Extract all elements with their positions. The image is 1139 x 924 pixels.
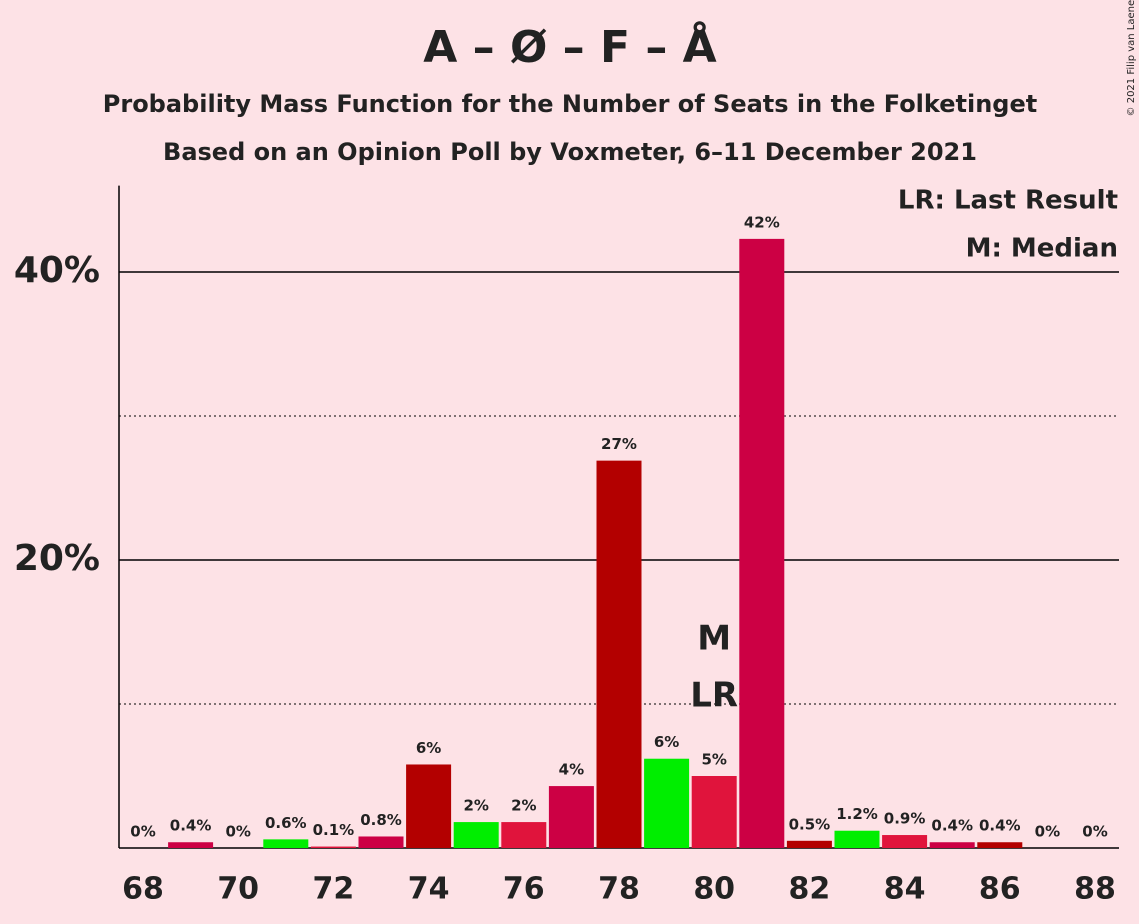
x-tick-label: 78 (598, 872, 640, 907)
value-label: 0% (130, 823, 155, 841)
value-label: 2% (511, 797, 536, 815)
bar (168, 842, 214, 848)
x-tick-label: 76 (503, 872, 545, 907)
value-label: 27% (601, 435, 637, 453)
bar (739, 238, 785, 848)
x-tick-label: 80 (693, 872, 735, 907)
bar (596, 460, 642, 848)
x-tick-label: 82 (789, 872, 831, 907)
value-label: 0.9% (884, 810, 926, 828)
value-label: 0.4% (170, 817, 212, 835)
x-tick-label: 86 (979, 872, 1021, 907)
chart-subtitle: Probability Mass Function for the Number… (103, 90, 1037, 118)
chart-subtitle: Based on an Opinion Poll by Voxmeter, 6–… (163, 138, 977, 166)
bar (263, 839, 309, 848)
copyright: © 2021 Filip van Laenen (1126, 0, 1137, 116)
bar (786, 840, 832, 848)
value-label: 0% (1082, 823, 1107, 841)
value-label: 4% (559, 761, 584, 779)
bar (358, 836, 404, 848)
value-label: 5% (701, 751, 726, 769)
x-tick-label: 88 (1074, 872, 1116, 907)
annotation: M (697, 619, 731, 659)
bar (453, 822, 499, 848)
bar (548, 786, 594, 848)
value-label: 0.1% (313, 821, 355, 839)
annotation: LR (690, 676, 738, 716)
bar (977, 842, 1023, 848)
bar (501, 822, 547, 848)
chart-title: A – Ø – F – Å (423, 20, 716, 73)
x-tick-label: 84 (884, 872, 926, 907)
bar (310, 846, 356, 848)
value-label: 2% (463, 797, 488, 815)
value-label: 0.5% (789, 815, 831, 833)
value-label: 42% (744, 213, 780, 231)
bar (406, 764, 452, 848)
legend-entry: M: Median (966, 234, 1118, 264)
bar (644, 758, 690, 848)
value-label: 6% (416, 739, 441, 757)
bar (691, 776, 737, 848)
value-label: 0.8% (360, 811, 402, 829)
bar (834, 830, 880, 848)
value-label: 0.4% (931, 817, 973, 835)
bar (929, 842, 975, 848)
y-tick-label: 20% (14, 538, 100, 579)
legend-entry: LR: Last Result (898, 186, 1118, 216)
y-tick-label: 40% (14, 250, 100, 291)
value-label: 0% (1035, 823, 1060, 841)
value-label: 0.6% (265, 814, 307, 832)
value-label: 6% (654, 733, 679, 751)
value-label: 0.4% (979, 817, 1021, 835)
x-tick-label: 72 (313, 872, 355, 907)
value-label: 1.2% (836, 805, 878, 823)
bar (882, 835, 928, 848)
value-label: 0% (225, 823, 250, 841)
x-tick-label: 70 (217, 872, 259, 907)
x-tick-label: 74 (408, 872, 450, 907)
x-tick-label: 68 (122, 872, 164, 907)
